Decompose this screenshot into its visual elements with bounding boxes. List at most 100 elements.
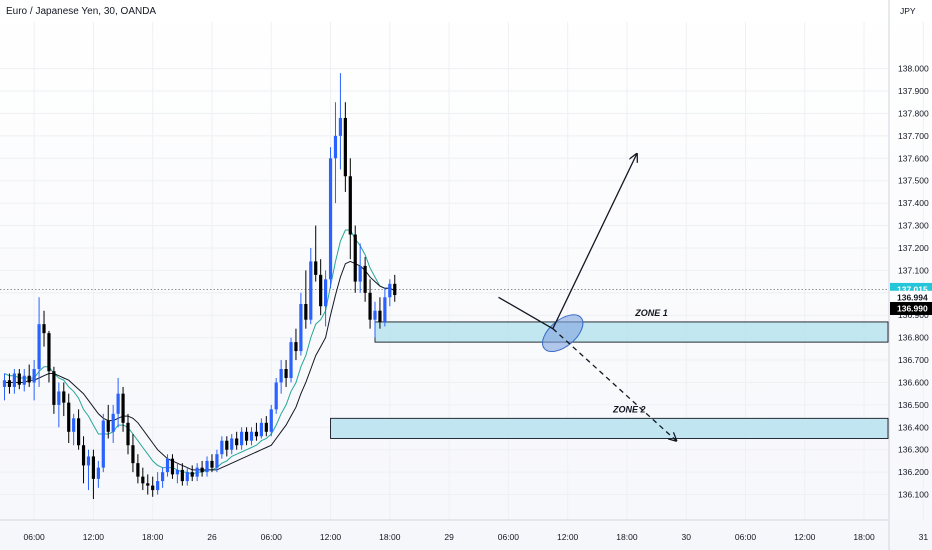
candle[interactable] [72, 413, 76, 446]
candle[interactable] [343, 102, 347, 192]
candle[interactable] [146, 474, 150, 495]
price-tick-label: 137.100 [898, 265, 929, 275]
candle[interactable] [27, 364, 31, 387]
candle[interactable] [383, 288, 387, 327]
candle[interactable] [274, 377, 278, 414]
candle[interactable] [136, 454, 140, 484]
candle[interactable] [333, 102, 338, 204]
candle-body [383, 297, 387, 322]
candle[interactable] [190, 465, 194, 482]
candle[interactable] [2, 373, 7, 401]
time-tick-label: 29 [444, 532, 454, 542]
candle[interactable] [111, 404, 115, 443]
candle[interactable] [388, 279, 392, 307]
candle[interactable] [52, 366, 56, 414]
candle[interactable] [299, 292, 303, 356]
candle[interactable] [249, 427, 254, 446]
candle[interactable] [225, 436, 229, 457]
candle[interactable] [77, 409, 81, 450]
candle-body [62, 391, 66, 403]
candle[interactable] [368, 279, 372, 329]
candle[interactable] [126, 413, 130, 455]
candle[interactable] [7, 373, 12, 394]
candle[interactable] [200, 460, 204, 477]
candle[interactable] [195, 463, 199, 482]
candle[interactable] [57, 382, 61, 428]
candle[interactable] [12, 369, 16, 394]
candle[interactable] [32, 360, 36, 401]
candle[interactable] [37, 297, 41, 387]
candle[interactable] [42, 310, 46, 347]
candle[interactable] [17, 369, 21, 390]
candle[interactable] [151, 476, 155, 497]
candle[interactable] [240, 427, 244, 450]
candle[interactable] [96, 460, 100, 488]
candle[interactable] [358, 243, 362, 293]
bearish-path-arrow[interactable] [552, 328, 677, 441]
candle[interactable] [91, 449, 96, 500]
candle[interactable] [373, 301, 377, 338]
price-axis[interactable]: JPY 136.100 136.200 136.300 136.400 136.500 13… [888, 0, 932, 550]
candle[interactable] [328, 147, 333, 289]
candle[interactable] [141, 467, 145, 491]
candle-body [185, 472, 189, 482]
candle[interactable] [353, 225, 357, 293]
candle[interactable] [294, 328, 298, 361]
candle[interactable] [289, 337, 293, 383]
candle[interactable] [215, 449, 219, 473]
candle[interactable] [314, 225, 318, 282]
candle-body [338, 117, 343, 136]
candle[interactable] [244, 427, 249, 446]
candle[interactable] [106, 404, 110, 439]
candle[interactable] [86, 449, 91, 491]
candle[interactable] [269, 404, 273, 437]
candle-body [131, 445, 135, 464]
candle[interactable] [180, 463, 184, 486]
target-ellipse[interactable] [536, 308, 589, 359]
candle-body [304, 304, 308, 320]
candle[interactable] [235, 431, 239, 450]
candle[interactable] [324, 270, 328, 327]
candle[interactable] [259, 418, 263, 439]
candle[interactable] [62, 382, 66, 417]
candle[interactable] [338, 73, 343, 170]
candle[interactable] [363, 256, 367, 302]
candle[interactable] [279, 360, 283, 394]
candle[interactable] [156, 472, 160, 495]
candle[interactable] [121, 386, 125, 432]
candle[interactable] [67, 393, 71, 443]
candle[interactable] [284, 360, 288, 387]
candle[interactable] [230, 434, 234, 455]
candle[interactable] [319, 259, 323, 316]
candle[interactable] [393, 274, 397, 302]
candle[interactable] [47, 330, 51, 383]
candle[interactable] [160, 467, 165, 488]
candle[interactable] [185, 467, 189, 486]
candle[interactable] [210, 454, 214, 473]
candle[interactable] [116, 377, 120, 428]
candle[interactable] [220, 436, 224, 459]
candle[interactable] [348, 158, 352, 260]
candle-body [190, 472, 194, 477]
candle-body [299, 304, 303, 352]
candle[interactable] [81, 436, 86, 484]
bullish-path-arrow[interactable] [498, 154, 637, 330]
candle[interactable] [264, 416, 268, 437]
zone-rect[interactable] [330, 417, 889, 439]
candle-body [151, 485, 155, 491]
time-axis[interactable]: 06:00 12:00 18:00 26 06:00 12:00 18:00 29 06:00 1… [0, 519, 928, 542]
candle[interactable] [101, 413, 105, 473]
zone-rect[interactable] [374, 321, 889, 343]
candle[interactable] [309, 247, 313, 325]
candle[interactable] [175, 463, 179, 484]
candle[interactable] [205, 456, 209, 477]
candle[interactable] [254, 422, 259, 441]
candle[interactable] [22, 369, 26, 392]
candle[interactable] [131, 434, 135, 473]
candle[interactable] [304, 270, 308, 329]
candle[interactable] [378, 297, 382, 329]
time-tick-label: 06:00 [735, 532, 757, 542]
candle[interactable] [165, 454, 170, 477]
candle[interactable] [170, 454, 175, 479]
